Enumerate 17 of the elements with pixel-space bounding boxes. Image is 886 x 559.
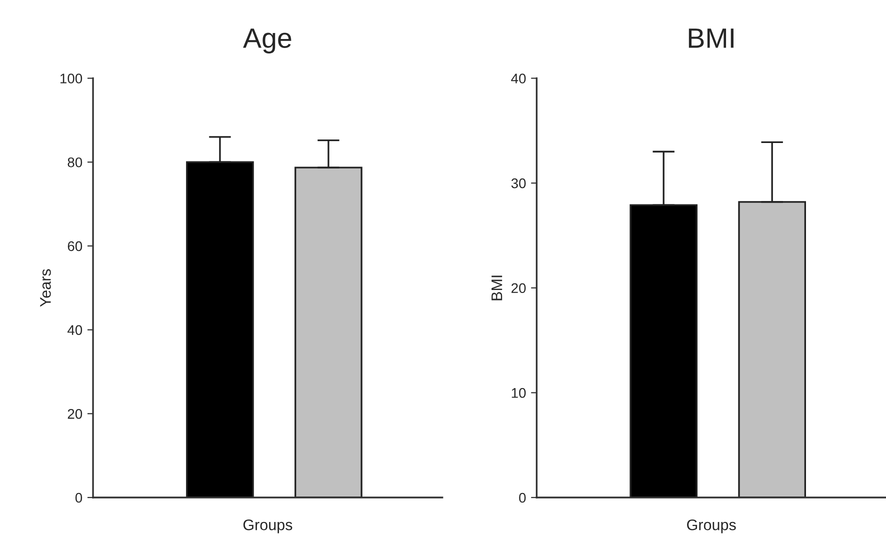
y-axis-title: Years xyxy=(40,269,51,307)
y-axis-title: BMI xyxy=(492,276,502,300)
y-tick-label: 60 xyxy=(68,241,82,252)
y-tick-label: 10 xyxy=(512,388,526,398)
y-tick-label: 0 xyxy=(75,492,82,503)
y-tick-label: 40 xyxy=(67,325,82,335)
y-tick-label: 30 xyxy=(511,178,526,188)
y-tick-label: 20 xyxy=(68,408,82,419)
chart-title: Age xyxy=(243,28,292,54)
x-axis-title: Groups xyxy=(243,519,292,534)
chart-title: BMI xyxy=(688,28,734,48)
y-tick-label: 100 xyxy=(60,74,82,84)
x-axis-title: Groups xyxy=(687,519,736,534)
y-tick-label: 40 xyxy=(511,74,526,84)
y-tick-label: 20 xyxy=(512,283,526,294)
y-tick-label: 0 xyxy=(519,492,526,503)
y-tick-label: 80 xyxy=(68,157,82,168)
